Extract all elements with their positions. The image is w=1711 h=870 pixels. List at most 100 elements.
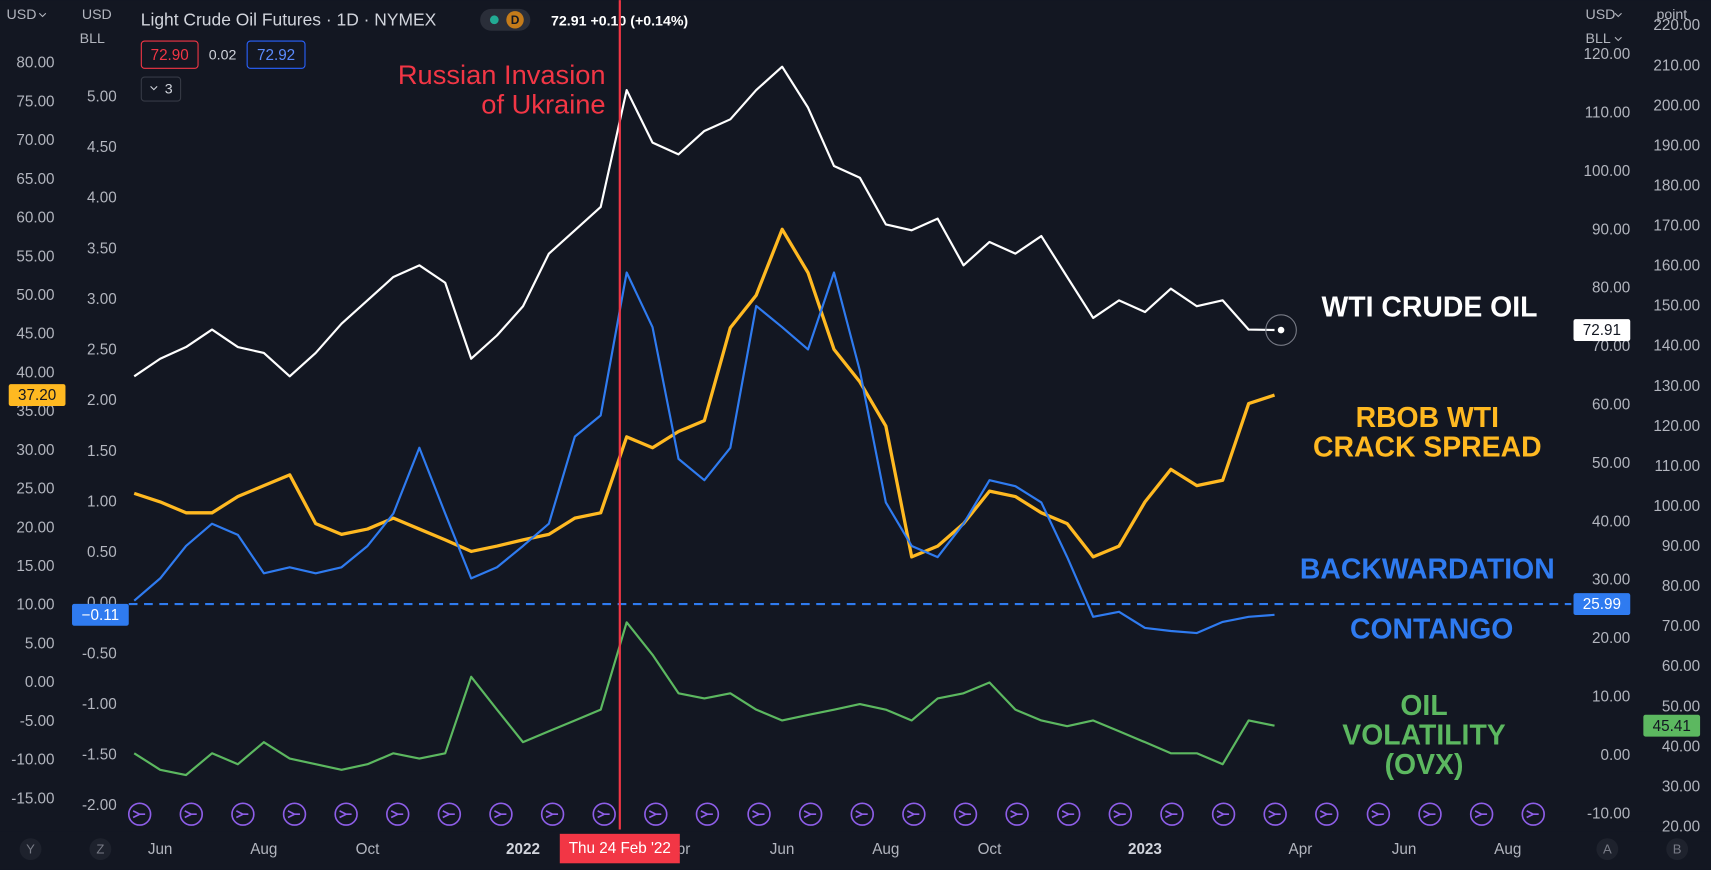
event-icon-arrow [906, 810, 920, 819]
chevron [150, 85, 158, 91]
x-tick-label: Oct [356, 841, 381, 858]
event-icon-arrow [287, 810, 300, 819]
x-tick-label: Aug [250, 841, 277, 858]
x-tick-label: Aug [1494, 841, 1521, 858]
y-tick-label: 150.00 [1653, 298, 1700, 315]
y-tick-label: 120.00 [1584, 46, 1631, 63]
y-tick-label: 3.00 [87, 291, 117, 308]
label-box: OIL VOLATILITY (OVX) [1342, 691, 1505, 779]
button[interactable] [89, 838, 112, 861]
event-icon-arrow [803, 810, 817, 819]
event-icon-arrow [1526, 810, 1539, 819]
y-tick-label: -1.00 [82, 696, 117, 713]
ask-box[interactable] [246, 40, 306, 69]
event-icon-arrow [1319, 810, 1333, 819]
y-tick-label: 30.00 [1592, 572, 1630, 589]
x-tick-label: Oct [978, 841, 1003, 858]
button-label[interactable]: Y [26, 842, 35, 857]
event-date-tag [559, 833, 680, 864]
y-tick-label: 110.00 [1655, 458, 1701, 475]
cursor [1265, 314, 1297, 346]
y-tick-label: 190.00 [1653, 137, 1700, 154]
price-tag [8, 384, 66, 406]
indicators-toggle[interactable] [140, 76, 182, 102]
y-tick-label: 20.00 [16, 519, 54, 536]
x-tick-label: Jun [770, 841, 795, 858]
event-icon [386, 802, 410, 826]
y-tick-label: 120.00 [1653, 418, 1700, 435]
y-tick-label: 220.00 [1653, 17, 1700, 34]
y-tick-label: 5.00 [25, 635, 55, 652]
plot-area [133, 65, 1276, 777]
event-icon-arrow [390, 810, 404, 819]
event-icon-arrow [597, 810, 610, 819]
series-label: BACKWARDATION [1299, 554, 1555, 586]
price-tag-label: 37.20 [18, 387, 56, 404]
y-tick-label: -2.00 [82, 797, 117, 814]
event-icon-arrow [1474, 810, 1488, 819]
y-tick-label: 100.00 [1584, 163, 1631, 180]
button-label[interactable]: Z [96, 842, 104, 857]
event-icon-arrow [855, 810, 868, 819]
ask[interactable]: 72.92 [257, 47, 295, 64]
y-tick-label: 70.00 [1662, 618, 1700, 635]
series-line [133, 621, 1275, 777]
y-tick-label: -10.00 [11, 752, 54, 769]
price-tag [1643, 714, 1701, 737]
event-icon [1056, 802, 1081, 826]
axis-unit: point [1656, 7, 1687, 23]
x-tick-label: 2022 [506, 841, 540, 858]
event-icon-arrow [235, 810, 249, 819]
button[interactable] [1666, 838, 1689, 861]
bid-box[interactable] [140, 40, 199, 69]
y-tick-label: 50.00 [1592, 455, 1630, 472]
event-icon [282, 802, 307, 826]
x-tick-label: Jun [148, 841, 173, 858]
event-icon-arrow [1216, 810, 1230, 819]
y-tick-label: 0.50 [87, 544, 117, 561]
event-icon-arrow [339, 810, 352, 819]
button[interactable] [19, 838, 42, 861]
y-tick-label: 0.00 [25, 674, 55, 691]
y-tick-label: -1.50 [82, 747, 117, 764]
event-icon-arrow [1010, 810, 1023, 819]
x-tick-label: 2023 [1128, 841, 1162, 858]
price-tag-label: 45.41 [1653, 718, 1691, 735]
y-tick-label: 40.00 [16, 364, 54, 381]
y-tick-label: 160.00 [1653, 258, 1700, 275]
y-tick-label: 5.00 [87, 88, 117, 105]
axis-currency[interactable]: USD [7, 7, 37, 23]
y-tick-label: -15.00 [11, 790, 54, 807]
event-icon-arrow [132, 810, 146, 819]
y-tick-label: 1.50 [87, 443, 117, 460]
button-label[interactable]: A [1603, 842, 1612, 857]
axis-currency[interactable]: USD [1586, 7, 1616, 23]
button-label[interactable]: B [1673, 842, 1682, 857]
button[interactable] [1596, 838, 1619, 861]
y-tick-label: 10.00 [16, 597, 54, 614]
y-tick-label: 65.00 [16, 171, 54, 188]
y-tick-label: 60.00 [16, 210, 54, 227]
y-tick-label: 50.00 [16, 287, 54, 304]
event-icon-arrow [958, 810, 971, 819]
y-tick-label: 20.00 [1662, 818, 1700, 835]
x-tick-label: Aug [872, 841, 899, 858]
event-icon-arrow [752, 810, 765, 819]
bid[interactable]: 72.90 [151, 47, 189, 64]
event-icon-arrow [700, 810, 713, 819]
y-tick-label: 25.00 [16, 481, 54, 498]
y-tick-label: 20.00 [1592, 630, 1630, 647]
event-icon [1366, 802, 1391, 826]
y-tick-label: 70.00 [16, 132, 54, 149]
y-tick-label: 110.00 [1585, 104, 1631, 121]
y-tick-label: -5.00 [20, 713, 55, 730]
indicators-count[interactable]: 3 [165, 81, 173, 97]
y-tick-label: 30.00 [16, 442, 54, 459]
event-icon-arrow [1268, 810, 1281, 819]
y-tick-label: 80.00 [1592, 280, 1630, 297]
label-box: WTI CRUDE OIL [1322, 293, 1538, 322]
axis-unit[interactable]: BLL [1586, 31, 1611, 47]
contango-label: CONTANGO [1349, 614, 1514, 646]
price-tag [72, 603, 129, 626]
event-icon [1263, 802, 1287, 826]
